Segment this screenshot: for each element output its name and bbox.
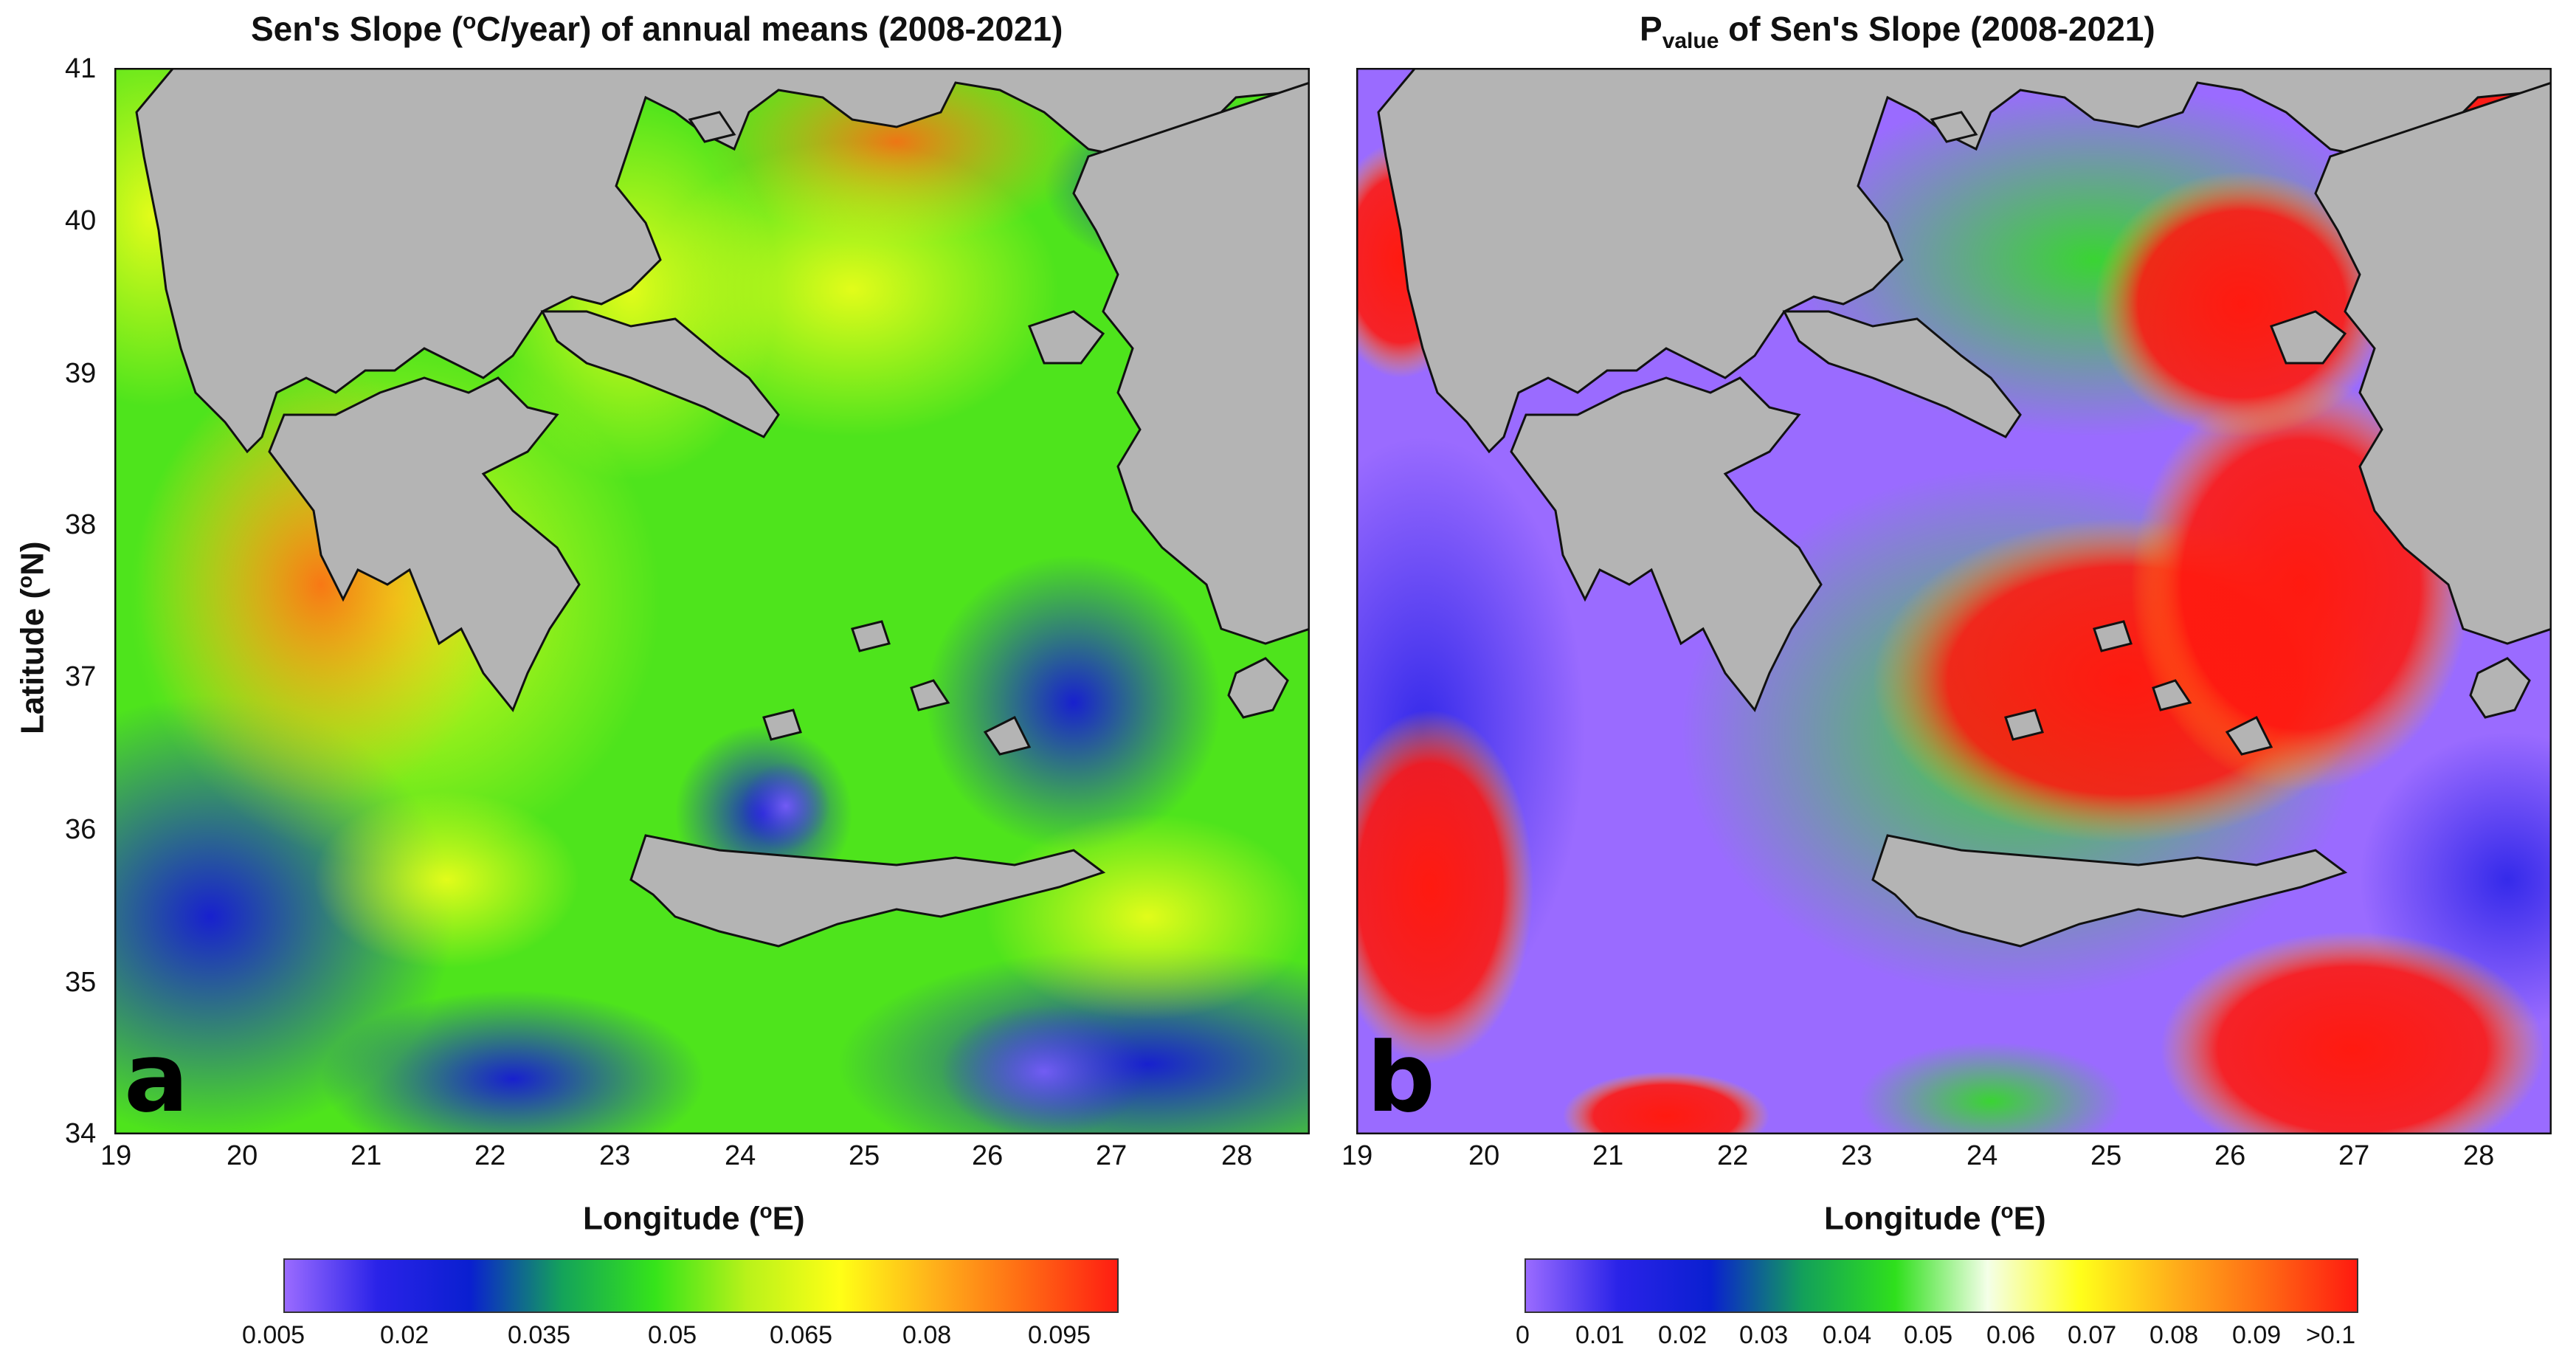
colorbar-tick: 0.005: [242, 1321, 305, 1349]
x-tick-label: 25: [849, 1140, 880, 1171]
land-lesvos: [2270, 310, 2347, 365]
land-crete: [1871, 834, 2348, 948]
panel-a-title-sup: o: [463, 9, 477, 34]
x-tick-label: 20: [227, 1140, 258, 1171]
colorbar-tick: 0.06: [1986, 1321, 2036, 1349]
land-island-1: [762, 709, 802, 741]
x-axis-label-main: Longitude (: [1824, 1200, 2001, 1237]
panel-b-title-rest: of Sen's Slope (2008-2021): [1719, 10, 2155, 48]
colorbar-tick: 0.05: [1904, 1321, 1953, 1349]
colorbar-tick: >0.1: [2306, 1321, 2356, 1349]
x-tick-label: 23: [1841, 1140, 1873, 1171]
land-lesvos: [1028, 310, 1105, 365]
land-island-4: [983, 715, 1032, 756]
panel-a-title-rest: C/year) of annual means (2008-2021): [476, 10, 1063, 48]
y-tick-label: 36: [65, 814, 97, 845]
x-tick-label: 24: [725, 1140, 756, 1171]
land-evia: [540, 310, 780, 438]
colorbar-tick: 0.04: [1823, 1321, 1872, 1349]
land-balkans: [135, 68, 1310, 454]
x-tick-label: 27: [1096, 1140, 1128, 1171]
x-tick-label: 27: [2338, 1140, 2370, 1171]
y-axis-label-end: N): [14, 541, 51, 576]
panel-b-title-sub: value: [1662, 29, 1719, 54]
colorbar-tick: 0.065: [770, 1321, 833, 1349]
land-turkey: [1072, 81, 1310, 645]
panel-a-title: Sen's Slope (oC/year) of annual means (2…: [251, 9, 1063, 49]
land-peloponnese: [1510, 376, 1823, 712]
x-tick-label: 28: [2463, 1140, 2495, 1171]
x-tick-label: 19: [1341, 1140, 1373, 1171]
x-tick-label: 24: [1966, 1140, 1998, 1171]
x-tick-label: 28: [1221, 1140, 1253, 1171]
x-axis-label-end: E): [772, 1200, 805, 1237]
panel-b-title-main: P: [1640, 10, 1662, 48]
x-tick-label: 22: [1717, 1140, 1749, 1171]
land-thassos: [688, 111, 736, 143]
panel-a-colorbar: [283, 1258, 1119, 1313]
x-axis-label-sup: o: [759, 1199, 773, 1222]
x-tick-label: 21: [351, 1140, 382, 1171]
panel-b-frame: [1356, 68, 2552, 1134]
y-tick-label: 38: [65, 509, 97, 540]
panel-a-x-axis-label: Longitude (oE): [583, 1199, 805, 1238]
y-axis-label: Latitude (oN): [13, 541, 52, 734]
x-tick-label: 20: [1468, 1140, 1500, 1171]
panel-a-map: [114, 68, 1310, 1134]
land-turkey: [2314, 81, 2552, 645]
colorbar-tick: 0.01: [1575, 1321, 1625, 1349]
land-crete: [629, 834, 1106, 948]
x-tick-label: 21: [1592, 1140, 1624, 1171]
colorbar-tick: 0.07: [2068, 1321, 2117, 1349]
land-balkans: [1377, 68, 2552, 454]
y-axis-label-main: Latitude (: [14, 588, 51, 734]
panel-b-map: [1356, 68, 2552, 1134]
colorbar-tick: 0.08: [2149, 1321, 2199, 1349]
y-tick-label: 39: [65, 358, 97, 389]
land-island-2: [851, 620, 891, 652]
colorbar-tick: 0: [1516, 1321, 1530, 1349]
land-thassos: [1930, 111, 1978, 143]
colorbar-tick: 0.08: [902, 1321, 952, 1349]
colorbar-tick: 0.02: [1658, 1321, 1707, 1349]
y-tick-label: 35: [65, 967, 97, 998]
colorbar-tick: 0.035: [508, 1321, 571, 1349]
x-tick-label: 26: [972, 1140, 1004, 1171]
y-tick-label: 41: [65, 53, 97, 84]
panel-b-title: Pvalue of Sen's Slope (2008-2021): [1640, 9, 2155, 54]
land-peloponnese: [268, 376, 581, 712]
x-axis-label-end: E): [2013, 1200, 2046, 1237]
x-tick-label: 23: [599, 1140, 631, 1171]
land-island-3: [2152, 679, 2192, 711]
panel-a-letter: a: [124, 1021, 189, 1134]
land-island-3: [910, 679, 950, 711]
panel-b-letter: b: [1367, 1021, 1436, 1134]
x-tick-label: 25: [2090, 1140, 2122, 1171]
land-island-2: [2093, 620, 2133, 652]
colorbar-tick: 0.03: [1739, 1321, 1789, 1349]
land-rhodes: [2469, 657, 2531, 719]
colorbar-tick: 0.05: [648, 1321, 697, 1349]
land-rhodes: [1227, 657, 1289, 719]
y-tick-label: 40: [65, 205, 97, 236]
colorbar-tick: 0.02: [380, 1321, 429, 1349]
x-tick-label: 22: [474, 1140, 506, 1171]
x-axis-label-main: Longitude (: [583, 1200, 760, 1237]
land-island-1: [2004, 709, 2044, 741]
colorbar-tick: 0.09: [2232, 1321, 2282, 1349]
panel-b-x-axis-label: Longitude (oE): [1824, 1199, 2046, 1238]
y-tick-label: 34: [65, 1118, 97, 1149]
y-axis-label-sup: o: [13, 575, 36, 589]
land-island-4: [2225, 715, 2273, 756]
land-evia: [1782, 310, 2022, 438]
panel-a-title-main: Sen's Slope (: [251, 10, 463, 48]
panel-b-colorbar: [1524, 1258, 2358, 1313]
x-tick-label: 26: [2214, 1140, 2246, 1171]
colorbar-tick: 0.095: [1028, 1321, 1091, 1349]
panel-a-frame: [114, 68, 1310, 1134]
y-tick-label: 37: [65, 661, 97, 692]
x-axis-label-sup: o: [2000, 1199, 2014, 1222]
x-tick-label: 19: [100, 1140, 132, 1171]
